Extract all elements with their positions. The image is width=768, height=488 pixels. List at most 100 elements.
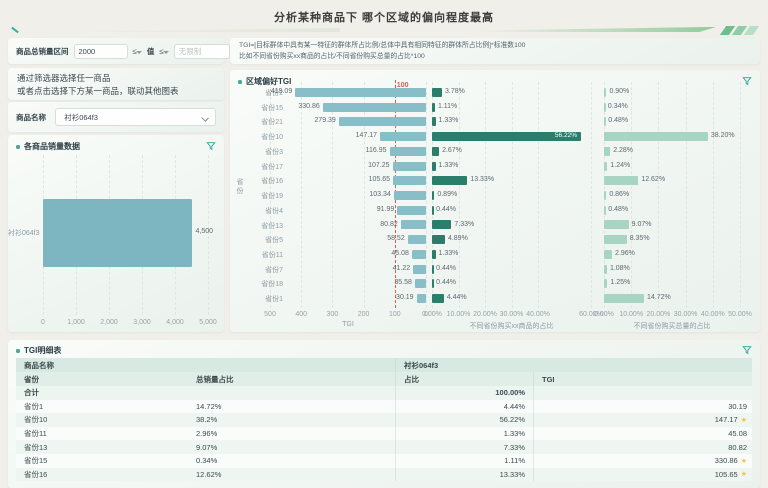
share-bar[interactable] [432,190,435,200]
share-bar[interactable] [432,146,440,156]
total-share-cell: 100.00% [395,386,533,400]
sales-bar[interactable] [43,199,192,267]
total-share-bar[interactable] [604,190,607,200]
dot-icon [16,144,20,149]
share-bar[interactable] [432,294,444,304]
total-share-bar[interactable] [604,220,629,230]
share-bar[interactable] [432,87,443,97]
share-bar[interactable] [432,279,434,289]
range-min-input[interactable] [73,43,128,59]
share-value-label: 0.44% [436,205,457,213]
table-row[interactable]: 省份15 0.34% 1.11% 330.86 ★ [16,453,752,468]
tgi-bar[interactable] [413,264,426,274]
filter-icon[interactable] [742,76,752,86]
total-share-bar[interactable] [604,132,708,142]
x-axis-tick-label: 3,000 [133,319,151,326]
product-select[interactable]: 衬衫064f3 [55,108,216,126]
share-bar[interactable] [432,264,434,274]
col-sales-share: 总销量占比 [196,374,234,384]
tgi-bar[interactable] [389,146,426,156]
total-share-bar[interactable] [604,279,608,289]
province-label: 省份17 [261,163,283,171]
total-share-bar[interactable] [604,294,645,304]
province-label: 省份19 [261,193,283,201]
range-max-input[interactable] [173,43,230,59]
product-header-cell: 商品名称 [24,360,54,370]
value-word: 值 [146,46,155,56]
tgi-value-label: 419.09 [270,88,293,95]
share-bar[interactable] [432,235,445,245]
tgi-bar[interactable] [411,249,426,259]
filter-icon[interactable] [742,345,752,355]
share-bar[interactable] [432,176,468,186]
province-label: 省份1 [265,296,283,304]
col-share: 占比 [395,372,533,386]
share-value-label: 0.44% [436,264,457,272]
gridline [685,82,687,308]
cell-share: 4.44% [395,399,533,414]
cell-province: 省份15 [24,456,48,466]
total-share-bar[interactable] [604,161,608,171]
total-share-bar[interactable] [604,176,639,186]
table-row[interactable]: 省份11 2.96% 1.33% 45.08 [16,426,752,441]
tgi-bar[interactable] [400,220,426,230]
tgi-bar[interactable] [295,87,426,97]
product-name-label: 商品名称 [16,112,46,122]
total-share-bar[interactable] [604,235,627,245]
share-bar[interactable] [432,102,435,112]
tgi-bar[interactable] [393,190,426,200]
share-bar[interactable] [432,205,434,215]
cell-province: 省份1 [24,401,44,411]
total-share-bar[interactable] [604,205,606,215]
total-share-value-label: 9.07% [631,220,652,228]
cell-tgi: 147.17 ★ [533,413,752,427]
x-axis-tick-label: 4,000 [166,319,184,326]
province-label: 省份10 [261,134,283,142]
total-share-axis-tick-label: 40.00% [700,311,725,318]
share-bar[interactable] [432,220,452,230]
tgi-bar[interactable] [338,117,426,127]
tgi-bar[interactable] [392,161,426,171]
table-row[interactable]: 省份1 14.72% 4.44% 30.19 [16,399,752,414]
tgi-bar[interactable] [407,235,426,245]
province-label: 省份18 [261,281,283,289]
total-share-bar[interactable] [604,249,613,259]
table-row[interactable]: 省份10 38.2% 56.22% 147.17 ★ [16,413,752,427]
lte-operator-dropdown[interactable]: ≤ [133,47,143,56]
tgi-bar[interactable] [414,279,426,289]
table-row[interactable]: 省份13 9.07% 7.33% 80.82 [16,440,752,454]
share-bar[interactable] [432,161,436,171]
cell-share: 7.33% [395,440,533,454]
sales-range-label: 商品总销量区间 [16,46,69,56]
tgi-bar[interactable] [380,132,426,142]
share-bar[interactable] [432,132,581,142]
col-province: 省份 [24,374,39,384]
gridline [740,82,741,308]
x-axis-tick-label: 1,000 [67,319,85,326]
total-share-value-label: 2.28% [613,146,634,154]
lte-operator-dropdown[interactable]: ≤ [159,47,170,56]
filter-icon[interactable] [206,141,216,151]
share-bar[interactable] [432,249,436,259]
tgi-bar[interactable] [397,205,426,215]
tgi-bar[interactable] [416,294,426,304]
gridline [485,82,486,308]
total-share-bar[interactable] [604,146,611,156]
cell-sales-share: 14.72% [196,401,222,411]
tgi-value-label: 30.19 [396,294,414,302]
tgi-axis-tick-label: 0 [424,311,428,318]
share-bar[interactable] [432,117,436,127]
cell-tgi: 45.08 [533,426,752,441]
total-share-bar[interactable] [604,117,606,127]
total-share-bar[interactable] [604,264,607,274]
total-share-bar[interactable] [604,87,607,97]
tgi-bar[interactable] [393,176,426,186]
col-tgi: TGI [533,372,752,386]
total-share-axis-tick-label: 30.00% [673,311,698,318]
star-icon: ★ [740,471,747,479]
tgi-bar[interactable] [322,102,426,112]
total-share-axis-tick-label: 50.00% [728,311,752,318]
table-row[interactable]: 省份16 12.62% 13.33% 105.65 ★ [16,467,752,482]
cell-share: 56.22% [395,413,533,427]
total-share-bar[interactable] [604,102,606,112]
